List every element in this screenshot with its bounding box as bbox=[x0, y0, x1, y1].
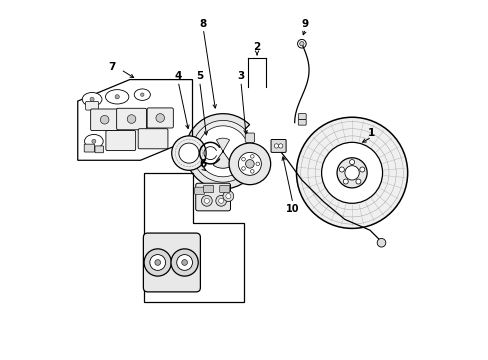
Circle shape bbox=[100, 116, 109, 124]
Ellipse shape bbox=[84, 134, 103, 148]
Circle shape bbox=[344, 166, 359, 180]
Circle shape bbox=[228, 143, 270, 185]
Circle shape bbox=[171, 136, 206, 170]
Wedge shape bbox=[213, 150, 232, 168]
Circle shape bbox=[90, 97, 94, 102]
FancyBboxPatch shape bbox=[84, 144, 94, 152]
Text: 3: 3 bbox=[237, 71, 244, 81]
FancyBboxPatch shape bbox=[143, 233, 200, 292]
Text: 5: 5 bbox=[196, 71, 203, 81]
Circle shape bbox=[144, 249, 171, 276]
Text: 9: 9 bbox=[301, 19, 308, 29]
FancyBboxPatch shape bbox=[90, 109, 119, 131]
Circle shape bbox=[182, 260, 187, 265]
Circle shape bbox=[321, 142, 382, 203]
FancyBboxPatch shape bbox=[244, 133, 254, 142]
FancyBboxPatch shape bbox=[219, 185, 229, 193]
Circle shape bbox=[299, 41, 304, 46]
Circle shape bbox=[225, 194, 230, 199]
FancyBboxPatch shape bbox=[270, 139, 285, 152]
Circle shape bbox=[241, 157, 245, 161]
Circle shape bbox=[155, 260, 160, 265]
Circle shape bbox=[278, 144, 282, 148]
FancyBboxPatch shape bbox=[203, 185, 213, 193]
Circle shape bbox=[223, 191, 233, 202]
FancyBboxPatch shape bbox=[106, 131, 135, 150]
Circle shape bbox=[355, 179, 360, 184]
Circle shape bbox=[336, 158, 366, 188]
Circle shape bbox=[171, 249, 198, 276]
Wedge shape bbox=[216, 138, 229, 153]
Circle shape bbox=[250, 170, 254, 173]
Circle shape bbox=[140, 93, 144, 96]
FancyBboxPatch shape bbox=[147, 108, 173, 128]
FancyBboxPatch shape bbox=[95, 146, 103, 153]
Circle shape bbox=[201, 195, 212, 206]
Text: 6: 6 bbox=[199, 159, 206, 169]
Ellipse shape bbox=[134, 89, 150, 100]
Circle shape bbox=[241, 167, 245, 170]
Circle shape bbox=[176, 255, 192, 270]
Wedge shape bbox=[192, 121, 249, 182]
Text: 4: 4 bbox=[174, 71, 182, 81]
FancyBboxPatch shape bbox=[85, 102, 99, 110]
Ellipse shape bbox=[105, 90, 128, 104]
Circle shape bbox=[149, 255, 165, 270]
Circle shape bbox=[156, 114, 164, 122]
FancyBboxPatch shape bbox=[195, 183, 230, 211]
Circle shape bbox=[250, 154, 254, 158]
FancyBboxPatch shape bbox=[298, 114, 305, 120]
Text: 10: 10 bbox=[285, 204, 299, 214]
Circle shape bbox=[115, 95, 119, 99]
Circle shape bbox=[339, 167, 344, 172]
Circle shape bbox=[204, 198, 209, 203]
Circle shape bbox=[255, 162, 259, 166]
Circle shape bbox=[296, 117, 407, 228]
Circle shape bbox=[215, 195, 226, 206]
Circle shape bbox=[238, 152, 261, 175]
Circle shape bbox=[245, 159, 254, 168]
Circle shape bbox=[127, 115, 136, 123]
FancyBboxPatch shape bbox=[194, 187, 204, 194]
Text: 8: 8 bbox=[199, 19, 206, 29]
Circle shape bbox=[343, 179, 347, 184]
Circle shape bbox=[92, 139, 96, 143]
Circle shape bbox=[274, 144, 278, 148]
Circle shape bbox=[179, 143, 199, 163]
FancyBboxPatch shape bbox=[298, 120, 305, 125]
Wedge shape bbox=[185, 114, 249, 189]
Circle shape bbox=[376, 238, 385, 247]
Ellipse shape bbox=[82, 93, 102, 106]
Text: 1: 1 bbox=[367, 129, 375, 138]
Text: 7: 7 bbox=[108, 62, 115, 72]
Circle shape bbox=[359, 167, 364, 172]
Circle shape bbox=[218, 198, 223, 203]
Text: 2: 2 bbox=[253, 42, 260, 52]
FancyBboxPatch shape bbox=[138, 129, 167, 149]
Circle shape bbox=[349, 159, 354, 165]
FancyBboxPatch shape bbox=[117, 108, 146, 130]
